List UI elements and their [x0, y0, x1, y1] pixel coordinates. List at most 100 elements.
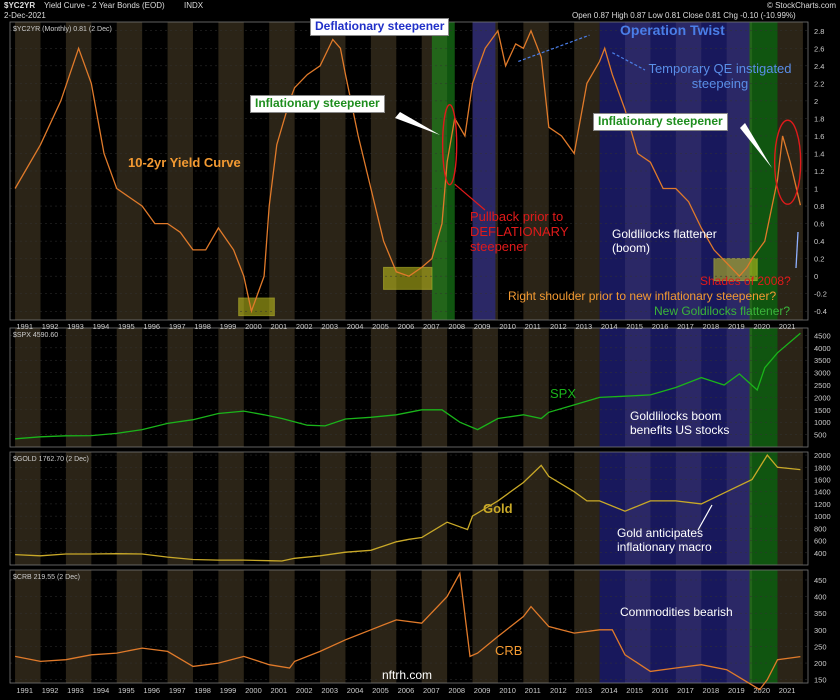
annotation-crb: CRB	[495, 643, 523, 658]
x-tick-label: 2004	[347, 322, 364, 331]
y-tick-label: 2.6	[814, 44, 824, 53]
y-tick-label: 1600	[814, 475, 831, 484]
y-tick-label: 4500	[814, 331, 831, 340]
y-tick-label: 0.4	[814, 237, 824, 246]
x-tick-label: 2000	[245, 322, 262, 331]
x-tick-label: 1992	[42, 322, 59, 331]
x-tick-label: 2007	[423, 686, 440, 695]
ohlc-readout: Open 0.87 High 0.87 Low 0.81 Close 0.81 …	[572, 11, 796, 20]
series-line-crb	[14, 571, 801, 691]
x-tick-label: 1999	[220, 686, 237, 695]
x-tick-label: 2021	[779, 322, 796, 331]
y-tick-label: -0.2	[814, 290, 827, 299]
y-tick-label: 1.4	[814, 149, 824, 158]
pointer-line	[454, 183, 486, 211]
y-tick-label: 1.6	[814, 132, 824, 141]
callout-pointer	[395, 112, 440, 135]
year-stripe	[777, 570, 803, 683]
y-tick-label: 0	[814, 272, 818, 281]
year-stripe	[574, 452, 600, 565]
y-tick-label: 3500	[814, 356, 831, 365]
x-tick-label: 2003	[321, 686, 338, 695]
x-tick-label: 2010	[499, 322, 516, 331]
year-stripe	[320, 328, 346, 447]
x-tick-label: 2016	[652, 322, 669, 331]
year-stripe	[777, 452, 803, 565]
year-stripe	[116, 328, 143, 447]
highlight-span	[599, 570, 750, 683]
x-tick-label: 1992	[42, 686, 59, 695]
x-tick-label: 2019	[728, 322, 745, 331]
x-tick-label: 2006	[398, 686, 415, 695]
y-tick-label: 800	[814, 524, 827, 533]
y-tick-label: 200	[814, 659, 827, 668]
x-tick-label: 1993	[67, 322, 84, 331]
year-stripe	[370, 570, 397, 683]
y-tick-label: 250	[814, 642, 827, 651]
year-stripe	[574, 328, 600, 447]
year-stripe	[65, 452, 92, 565]
x-tick-label: 2012	[550, 322, 567, 331]
annotation-deflationary: Deflationary steepener	[310, 18, 450, 36]
x-tick-label: 1993	[67, 686, 84, 695]
y-tick-label: 2.4	[814, 62, 824, 71]
year-stripe	[269, 570, 295, 683]
year-stripe	[15, 452, 41, 565]
year-stripe	[65, 570, 92, 683]
annotation-commodities: Commodities bearish	[620, 605, 733, 619]
x-tick-label: 2016	[652, 686, 669, 695]
x-tick-label: 2005	[372, 322, 389, 331]
annotation-spx: SPX	[550, 386, 577, 401]
x-tick-label: 2013	[575, 686, 592, 695]
y-tick-label: 400	[814, 549, 827, 558]
x-tick-label: 1996	[143, 686, 160, 695]
x-tick-label: 1995	[118, 322, 135, 331]
panel-legend: $YC2YR (Monthly) 0.81 (2 Dec)	[13, 26, 112, 33]
year-stripe	[218, 570, 244, 683]
pointer-line	[697, 504, 713, 531]
year-stripe	[269, 452, 295, 565]
year-stripe	[218, 452, 244, 565]
x-tick-label: 2001	[270, 322, 287, 331]
x-tick-label: 1998	[194, 686, 211, 695]
y-tick-label: 2000	[814, 451, 831, 460]
year-stripe	[320, 452, 346, 565]
highlight-span	[599, 452, 750, 565]
x-tick-label: 2011	[525, 322, 541, 331]
x-tick-label: 2002	[296, 322, 313, 331]
year-stripe	[574, 570, 600, 683]
annotation-right-shoulder: Right shoulder prior to new inflationary…	[508, 289, 777, 303]
x-tick-label: 2014	[601, 686, 618, 695]
chart-header: $YC2YR Yield Curve - 2 Year Bonds (EOD) …	[0, 0, 840, 22]
x-tick-label: 2009	[474, 322, 491, 331]
y-tick-label: 350	[814, 609, 827, 618]
x-tick-label: 1999	[220, 322, 237, 331]
annotation-inflationary-2: Inflationary steepener	[593, 113, 728, 131]
y-tick-label: -0.4	[814, 307, 827, 316]
x-tick-label: 1997	[169, 686, 186, 695]
panel-legend: $GOLD 1762.70 (2 Dec)	[13, 456, 89, 463]
annotation-new-goldilocks: New Goldilocks flattener?	[654, 304, 791, 318]
x-tick-label: 2013	[575, 322, 592, 331]
y-tick-label: 600	[814, 537, 827, 546]
y-tick-label: 1.8	[814, 114, 824, 123]
year-stripe	[472, 570, 498, 683]
x-tick-label: 1991	[16, 686, 33, 695]
highlight-ellipse	[441, 104, 458, 186]
y-tick-label: 1	[814, 185, 818, 194]
year-stripe	[269, 328, 295, 447]
x-tick-label: 1995	[118, 686, 135, 695]
x-tick-label: 2020	[753, 686, 770, 695]
x-tick-label: 2018	[703, 322, 720, 331]
series-line-gold	[15, 453, 801, 562]
x-tick-label: 2000	[245, 686, 262, 695]
y-tick-label: 300	[814, 626, 827, 635]
x-tick-label: 2017	[677, 686, 694, 695]
x-tick-label: 1994	[93, 322, 110, 331]
annotation-goldilocks-flattener: Goldlilocks flattener (boom)	[612, 227, 717, 255]
annotation-gold: Gold	[483, 501, 513, 516]
x-tick-label: 2010	[499, 686, 516, 695]
series-line-spx	[15, 332, 801, 440]
symbol: $YC2YR	[4, 1, 36, 10]
x-tick-label: 2008	[448, 686, 465, 695]
